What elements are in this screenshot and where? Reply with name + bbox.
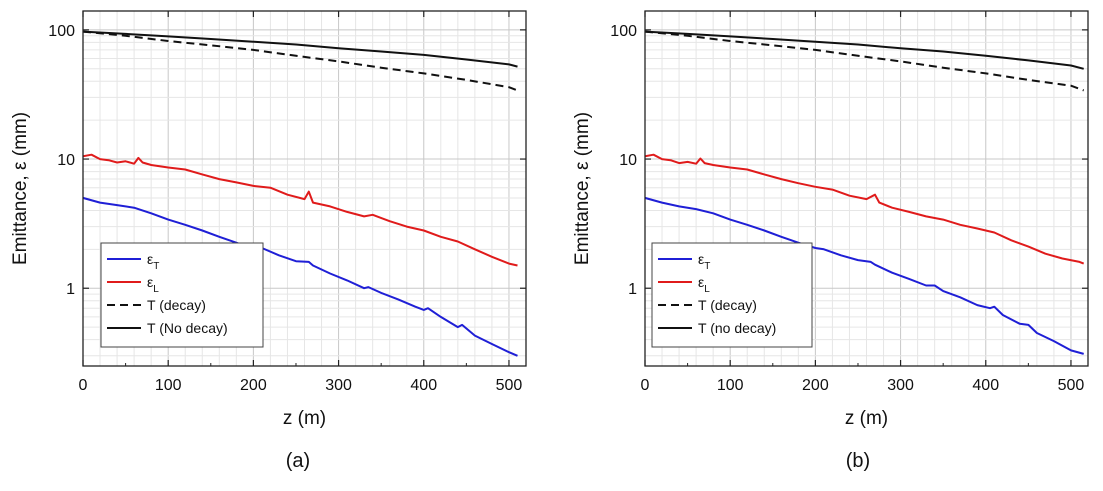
series-group bbox=[645, 30, 1085, 355]
legend-box bbox=[651, 242, 813, 348]
series-line bbox=[83, 153, 518, 267]
x-tick-label: 0 bbox=[641, 377, 650, 394]
y-tick-label: 10 bbox=[619, 152, 637, 169]
x-tick-label: 300 bbox=[325, 377, 352, 394]
series-line bbox=[83, 196, 518, 357]
plot-frame bbox=[644, 10, 1089, 367]
series-line bbox=[645, 30, 1084, 70]
x-tick-label: 0 bbox=[79, 377, 88, 394]
plot-frame bbox=[82, 10, 527, 367]
x-tick-label: 100 bbox=[155, 377, 182, 394]
x-tick-label: 500 bbox=[496, 377, 523, 394]
series-line bbox=[83, 30, 518, 68]
x-tick-label: 200 bbox=[240, 377, 267, 394]
series-line bbox=[645, 30, 1085, 92]
y-axis-label: Emittance, ε (mm) bbox=[10, 112, 31, 265]
y-tick-label: 10 bbox=[57, 152, 75, 169]
x-tick-label: 300 bbox=[887, 377, 914, 394]
panel-b: 0 100 200 300 400 500 1 10 100 z (m) Emittance, ε … bbox=[572, 10, 1089, 472]
legend-label: T (decay) bbox=[698, 297, 757, 313]
legend-label: T (no decay) bbox=[698, 320, 776, 336]
y-axis-label: Emittance, ε (mm) bbox=[572, 112, 593, 265]
x-tick-label: 400 bbox=[972, 377, 999, 394]
legend-label: T (No decay) bbox=[147, 320, 228, 336]
series-group bbox=[83, 30, 518, 357]
x-axis-label: z (m) bbox=[283, 408, 326, 429]
x-tick-label: 400 bbox=[410, 377, 437, 394]
x-axis-label: z (m) bbox=[845, 408, 888, 429]
x-tick-label: 500 bbox=[1058, 377, 1085, 394]
y-tick-label: 1 bbox=[628, 281, 637, 298]
legend-box bbox=[100, 242, 264, 348]
x-tick-label: 100 bbox=[717, 377, 744, 394]
y-tick-label: 1 bbox=[66, 281, 75, 298]
panel-label: (b) bbox=[846, 450, 870, 472]
legend-label: T (decay) bbox=[147, 297, 206, 313]
y-tick-label: 100 bbox=[610, 23, 637, 40]
y-tick-label: 100 bbox=[48, 23, 75, 40]
panel-a: 0 100 200 300 400 500 1 10 100 z (m) Emittance, ε … bbox=[10, 10, 527, 472]
series-line bbox=[83, 30, 518, 92]
panel-label: (a) bbox=[286, 450, 310, 472]
series-line bbox=[645, 196, 1084, 355]
x-tick-label: 200 bbox=[802, 377, 829, 394]
series-line bbox=[645, 153, 1085, 265]
